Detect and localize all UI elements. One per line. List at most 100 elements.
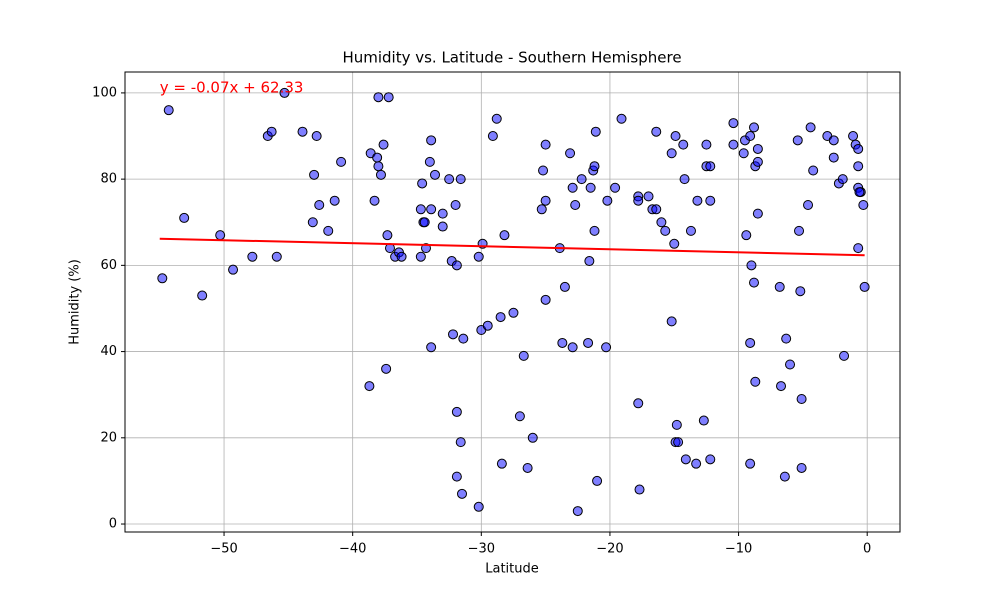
- x-tick-label: −50: [210, 542, 237, 557]
- point: [666, 148, 677, 159]
- x-tick-label: −20: [596, 542, 623, 557]
- point: [576, 174, 587, 185]
- point: [378, 139, 389, 150]
- point: [514, 411, 525, 422]
- point: [853, 161, 864, 172]
- point: [215, 230, 226, 241]
- point: [364, 381, 375, 392]
- point: [651, 204, 662, 215]
- point: [179, 212, 190, 223]
- point: [584, 256, 595, 267]
- point: [781, 333, 792, 344]
- point: [373, 92, 384, 103]
- point: [536, 204, 547, 215]
- point: [803, 199, 814, 210]
- point: [307, 217, 318, 228]
- point: [692, 195, 703, 206]
- point: [297, 126, 308, 137]
- point: [450, 199, 461, 210]
- point: [796, 462, 807, 473]
- point: [745, 337, 756, 348]
- x-tick-label: 0: [863, 542, 871, 557]
- point: [570, 199, 581, 210]
- x-tick-label: −40: [339, 542, 366, 557]
- point: [373, 161, 384, 172]
- point: [805, 122, 816, 133]
- point: [508, 307, 519, 318]
- y-tick-label: 20: [100, 430, 117, 445]
- point: [417, 178, 428, 189]
- point: [540, 139, 551, 150]
- point: [610, 182, 621, 193]
- point: [197, 290, 208, 301]
- point: [848, 131, 859, 142]
- point: [559, 281, 570, 292]
- point: [741, 230, 752, 241]
- point: [728, 139, 739, 150]
- point: [583, 337, 594, 348]
- point: [643, 191, 654, 202]
- point: [670, 131, 681, 142]
- point: [383, 92, 394, 103]
- point: [437, 208, 448, 219]
- point: [839, 350, 850, 361]
- point: [590, 126, 601, 137]
- point: [651, 126, 662, 137]
- point: [311, 131, 322, 142]
- point: [705, 454, 716, 465]
- point: [785, 359, 796, 370]
- point: [381, 363, 392, 374]
- point: [853, 143, 864, 154]
- y-tick-label: 40: [100, 344, 117, 359]
- point: [660, 225, 671, 236]
- point: [375, 169, 386, 180]
- point: [309, 169, 320, 180]
- point: [749, 122, 760, 133]
- point: [705, 195, 716, 206]
- point: [796, 394, 807, 405]
- point: [666, 316, 677, 327]
- point: [633, 195, 644, 206]
- point: [828, 152, 839, 163]
- point: [633, 398, 644, 409]
- point: [271, 251, 282, 262]
- x-axis-label: Latitude: [485, 562, 539, 577]
- point: [415, 204, 426, 215]
- y-tick-label: 0: [109, 517, 117, 532]
- point: [382, 230, 393, 241]
- point: [794, 225, 805, 236]
- point: [858, 199, 869, 210]
- point: [522, 462, 533, 473]
- point: [369, 195, 380, 206]
- y-tick-label: 80: [100, 172, 117, 187]
- point: [678, 139, 689, 150]
- point: [592, 475, 603, 486]
- point: [567, 182, 578, 193]
- point: [656, 217, 667, 228]
- annotation: y = -0.07x + 62.33: [160, 78, 304, 96]
- point: [419, 217, 430, 228]
- point: [329, 195, 340, 206]
- point: [634, 484, 645, 495]
- point: [496, 458, 507, 469]
- point: [323, 225, 334, 236]
- point: [691, 458, 702, 469]
- point: [458, 333, 469, 344]
- point: [415, 251, 426, 262]
- point: [673, 437, 684, 448]
- point: [426, 204, 437, 215]
- point: [745, 131, 756, 142]
- point: [795, 286, 806, 297]
- point: [837, 174, 848, 185]
- point: [372, 152, 383, 163]
- point: [451, 471, 462, 482]
- regression-line: [159, 237, 865, 257]
- point: [424, 156, 435, 167]
- point: [487, 131, 498, 142]
- point: [157, 273, 168, 284]
- point: [540, 294, 551, 305]
- point: [774, 281, 785, 292]
- point: [444, 174, 455, 185]
